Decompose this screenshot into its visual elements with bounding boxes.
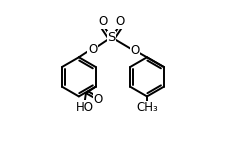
Text: O: O (131, 44, 140, 57)
Text: O: O (115, 15, 125, 28)
Text: HO: HO (76, 101, 93, 114)
Text: O: O (88, 42, 97, 56)
Text: O: O (94, 93, 103, 106)
Text: CH₃: CH₃ (136, 101, 158, 114)
Text: S: S (107, 31, 116, 44)
Text: O: O (98, 15, 108, 28)
